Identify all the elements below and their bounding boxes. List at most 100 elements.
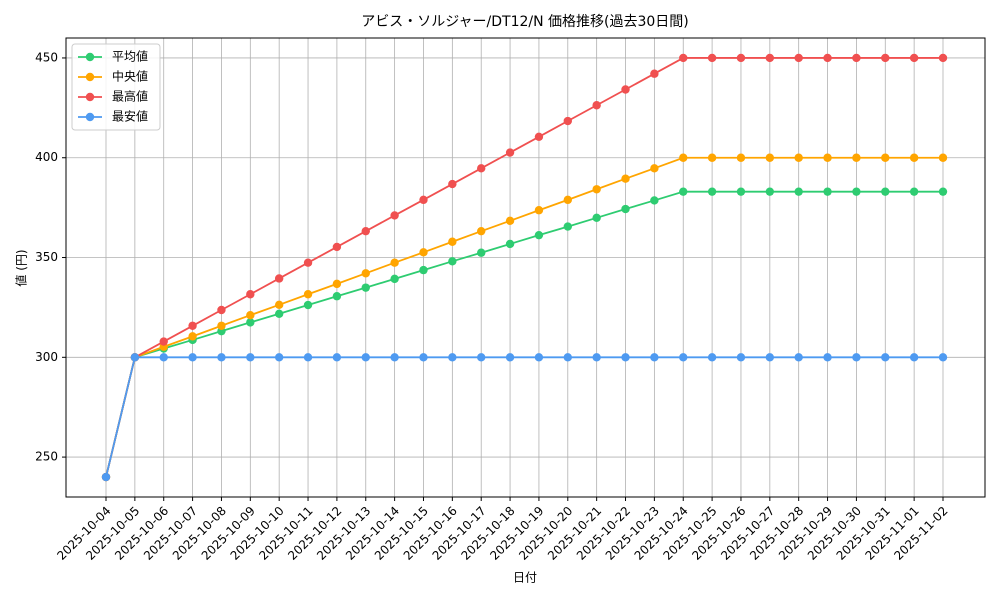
data-point bbox=[159, 353, 168, 362]
data-point bbox=[361, 353, 370, 362]
data-point bbox=[361, 283, 370, 292]
data-point bbox=[332, 292, 342, 301]
data-point bbox=[794, 53, 803, 63]
data-point bbox=[794, 153, 803, 162]
data-point bbox=[909, 53, 919, 63]
data-point bbox=[650, 69, 659, 78]
data-point bbox=[938, 353, 948, 362]
data-point bbox=[650, 164, 659, 173]
legend-marker bbox=[85, 112, 95, 122]
x-axis-label: 日付 bbox=[513, 571, 537, 585]
data-point bbox=[823, 153, 832, 162]
data-point bbox=[505, 216, 515, 226]
legend-marker bbox=[85, 92, 95, 102]
data-point bbox=[938, 187, 948, 196]
data-point bbox=[852, 187, 861, 196]
data-point bbox=[303, 290, 313, 299]
series-line bbox=[105, 156, 943, 478]
data-point bbox=[217, 321, 226, 330]
data-point bbox=[448, 353, 457, 362]
series-line bbox=[105, 57, 943, 478]
data-point bbox=[505, 353, 515, 362]
data-point bbox=[881, 353, 890, 362]
data-point bbox=[765, 187, 775, 196]
data-point bbox=[390, 258, 399, 267]
data-point bbox=[390, 211, 399, 220]
data-point bbox=[130, 353, 140, 362]
data-point bbox=[909, 153, 919, 162]
data-point bbox=[823, 187, 832, 196]
y-tick-label: 400 bbox=[35, 150, 58, 164]
data-point bbox=[246, 353, 255, 362]
data-point bbox=[765, 53, 775, 63]
data-point bbox=[765, 353, 775, 362]
data-point bbox=[419, 248, 428, 257]
data-point bbox=[852, 153, 861, 162]
data-point bbox=[563, 353, 572, 362]
y-tick-label: 350 bbox=[35, 250, 58, 264]
data-point bbox=[909, 187, 919, 196]
data-point bbox=[477, 353, 486, 362]
data-point bbox=[332, 242, 342, 252]
legend-label: 最高値 bbox=[112, 89, 148, 104]
data-point bbox=[852, 353, 861, 362]
series-line bbox=[105, 356, 943, 478]
data-point bbox=[505, 148, 515, 157]
data-point bbox=[707, 153, 717, 162]
data-point bbox=[188, 321, 197, 330]
data-point bbox=[274, 309, 284, 318]
data-point bbox=[881, 53, 890, 63]
data-point bbox=[477, 248, 486, 257]
data-point bbox=[621, 353, 630, 362]
data-point bbox=[881, 153, 890, 162]
data-point bbox=[823, 353, 832, 362]
data-point bbox=[794, 187, 803, 196]
data-point bbox=[361, 269, 370, 278]
data-point bbox=[246, 310, 255, 320]
data-point bbox=[274, 353, 284, 362]
data-point bbox=[303, 300, 313, 310]
data-point bbox=[303, 353, 313, 362]
data-point bbox=[217, 305, 226, 315]
data-point bbox=[679, 53, 688, 63]
data-point bbox=[448, 237, 457, 246]
data-point bbox=[563, 116, 572, 126]
data-point bbox=[707, 353, 717, 362]
legend-box bbox=[71, 43, 161, 131]
data-point bbox=[534, 132, 544, 141]
y-tick-label: 250 bbox=[35, 450, 58, 464]
data-point bbox=[679, 153, 688, 162]
data-point bbox=[650, 196, 659, 205]
legend-label: 中央値 bbox=[112, 69, 148, 84]
data-point bbox=[679, 187, 688, 196]
data-point bbox=[101, 472, 111, 482]
data-point bbox=[534, 230, 544, 240]
data-point bbox=[707, 53, 717, 63]
data-point bbox=[765, 153, 775, 162]
y-axis-label: 値 (円) bbox=[14, 249, 29, 286]
data-point bbox=[823, 53, 832, 63]
data-point bbox=[217, 353, 226, 362]
data-point bbox=[650, 353, 659, 362]
data-point bbox=[736, 53, 746, 63]
data-point bbox=[419, 195, 428, 205]
data-point bbox=[246, 318, 255, 327]
data-point bbox=[303, 258, 313, 267]
legend-label: 最安値 bbox=[112, 109, 148, 124]
data-point bbox=[448, 257, 457, 266]
data-point bbox=[592, 185, 601, 194]
data-point bbox=[736, 153, 746, 162]
data-point bbox=[477, 164, 486, 173]
data-point bbox=[159, 337, 168, 346]
data-point bbox=[419, 265, 428, 275]
data-point bbox=[736, 187, 746, 196]
y-tick-label: 450 bbox=[35, 50, 58, 64]
data-point bbox=[621, 85, 630, 94]
data-point bbox=[794, 353, 803, 362]
series-line bbox=[105, 190, 943, 478]
data-point bbox=[592, 353, 601, 362]
data-point bbox=[563, 195, 572, 205]
data-point bbox=[852, 53, 861, 63]
data-point bbox=[909, 353, 919, 362]
